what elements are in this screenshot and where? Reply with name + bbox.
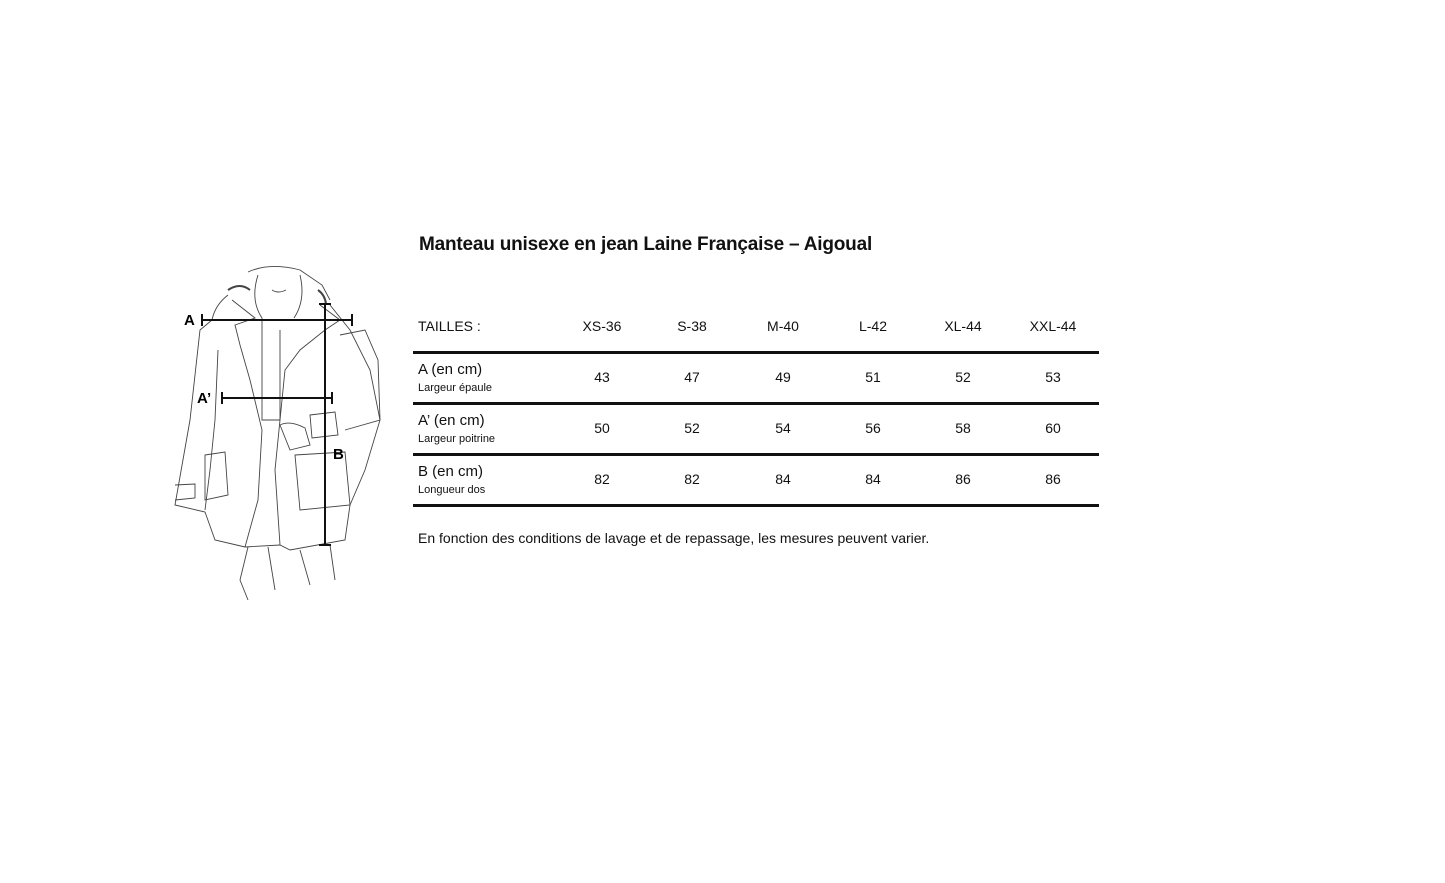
label-a: A [184,312,195,329]
row-label: A’ (en cm) [418,412,485,429]
coat-sketch [174,266,381,601]
coat-illustration: A A’ B [174,266,381,601]
size-header: L-42 [858,318,888,334]
table-cell: 82 [684,471,700,487]
table-cell: 54 [775,420,791,436]
table-cell: 60 [1045,420,1061,436]
table-cell: 84 [775,471,791,487]
row-sublabel: Largeur épaule [418,382,493,394]
table-cell: 50 [594,420,610,436]
table-cell: 43 [594,369,610,385]
measure-line-a [201,314,353,326]
sizes-header-label: TAILLES : [418,318,481,334]
label-b: B [333,446,344,463]
table-cell: 86 [1045,471,1061,487]
row-sublabel: Longueur dos [418,484,486,496]
size-header: S-38 [677,318,707,334]
measure-line-b [319,303,331,546]
table-cell: 58 [955,420,971,436]
table-cell: 84 [865,471,881,487]
row-label: B (en cm) [418,463,484,480]
table-cell: 56 [865,420,881,436]
measurement-note: En fonction des conditions de lavage et … [418,530,930,546]
table-cell: 82 [594,471,610,487]
table-cell: 49 [775,369,791,385]
table-divider [413,453,1099,456]
label-a-prime: A’ [197,390,211,407]
row-sublabel: Largeur poitrine [418,433,496,445]
table-cell: 86 [955,471,971,487]
table-cell: 52 [955,369,971,385]
row-label: A (en cm) [418,361,483,378]
table-divider [413,351,1099,354]
size-header: XL-44 [944,318,982,334]
measure-line-a-prime [221,392,333,404]
size-header: M-40 [767,318,799,334]
page-title: Manteau unisexe en jean Laine Française … [419,234,873,255]
table-cell: 51 [865,369,881,385]
table-cell: 52 [684,420,700,436]
table-divider [413,402,1099,405]
table-divider [413,504,1099,507]
size-header: XS-36 [582,318,622,334]
size-header: XXL-44 [1029,318,1077,334]
table-cell: 53 [1045,369,1061,385]
table-cell: 47 [684,369,700,385]
